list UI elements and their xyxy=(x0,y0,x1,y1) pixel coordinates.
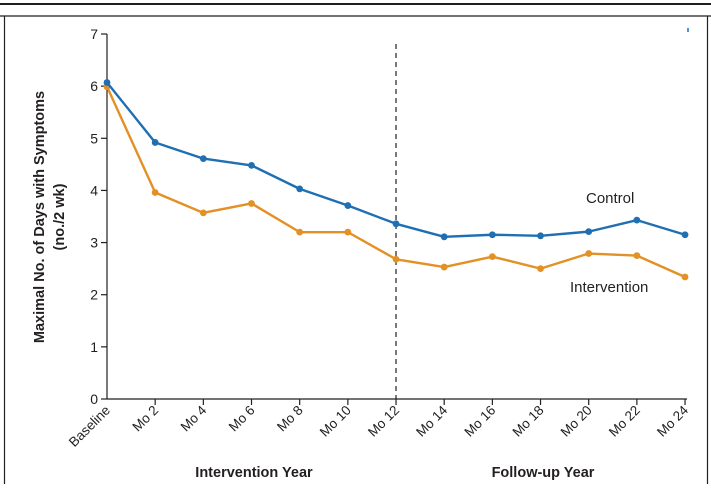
point-intervention-12 xyxy=(681,273,689,281)
point-intervention-11 xyxy=(633,252,641,260)
x-tick-label-3: Mo 6 xyxy=(226,403,258,435)
y-tick-label-4: 4 xyxy=(90,182,98,198)
series-label-intervention: Intervention xyxy=(570,279,648,296)
axes xyxy=(106,34,687,400)
x-tick-label-11: Mo 22 xyxy=(606,403,643,440)
point-intervention-1 xyxy=(151,189,159,196)
x-tick-label-2: Mo 4 xyxy=(178,402,210,434)
y-tick-label-3: 3 xyxy=(90,235,98,251)
group-label-follow-up-year: Follow-up Year xyxy=(492,465,595,481)
point-control-6 xyxy=(392,220,400,228)
point-intervention-8 xyxy=(488,253,496,261)
point-control-2 xyxy=(199,155,207,163)
point-control-8 xyxy=(488,231,496,239)
x-ticks: Baseline Mo 2 Mo 4 Mo 6 Mo 8 Mo 10 Mo 12 Mo 14 M… xyxy=(66,399,692,450)
group-label-intervention-year: Intervention Year xyxy=(195,465,313,481)
series-layer xyxy=(103,79,689,281)
y-tick-label-0: 0 xyxy=(90,391,98,407)
point-control-9 xyxy=(537,232,544,240)
point-control-10 xyxy=(585,228,593,236)
y-tick-label-1: 1 xyxy=(90,339,98,355)
point-control-4 xyxy=(296,185,304,193)
y-tick-label-2: 2 xyxy=(90,287,98,303)
point-control-7 xyxy=(440,233,448,241)
y-tick-label-7: 7 xyxy=(90,26,98,42)
x-tick-label-1: Mo 2 xyxy=(129,403,161,435)
x-tick-label-5: Mo 10 xyxy=(317,403,354,440)
point-control-5 xyxy=(344,202,352,209)
x-tick-label-8: Mo 16 xyxy=(461,403,498,440)
x-tick-label-12: Mo 24 xyxy=(654,402,691,439)
point-intervention-2 xyxy=(199,209,207,217)
point-intervention-9 xyxy=(537,265,544,273)
series-line-control xyxy=(106,81,686,239)
point-intervention-10 xyxy=(585,250,593,257)
series-label-control: Control xyxy=(586,190,634,207)
x-tick-label-4: Mo 8 xyxy=(274,403,306,435)
x-tick-label-0: Baseline xyxy=(66,403,113,450)
point-intervention-6 xyxy=(392,255,400,263)
y-tick-label-6: 6 xyxy=(90,78,98,94)
point-intervention-3 xyxy=(248,200,255,207)
y-ticks: 0 1 2 3 4 5 6 7 xyxy=(90,26,107,407)
y-axis-title-line2: (no./2 wk) xyxy=(52,183,68,250)
x-tick-label-7: Mo 14 xyxy=(413,402,450,439)
point-control-3 xyxy=(248,162,255,169)
y-axis-title-line1: Maximal No. of Days with Symptoms xyxy=(32,91,48,343)
point-intervention-5 xyxy=(344,228,352,236)
point-control-11 xyxy=(633,216,641,224)
y-tick-label-5: 5 xyxy=(90,130,98,146)
point-intervention-7 xyxy=(440,263,448,271)
x-tick-label-10: Mo 20 xyxy=(558,403,595,440)
point-intervention-4 xyxy=(296,228,304,236)
x-tick-label-9: Mo 18 xyxy=(510,403,547,440)
point-control-0 xyxy=(103,79,111,86)
point-control-1 xyxy=(151,139,159,146)
point-control-12 xyxy=(681,231,689,239)
x-tick-label-6: Mo 12 xyxy=(365,403,402,440)
